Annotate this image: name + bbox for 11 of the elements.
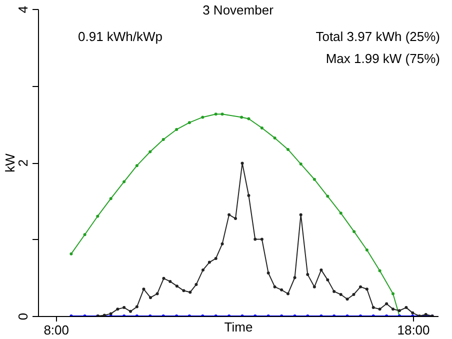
x-tick-label: 18:00 [397,322,430,338]
annotation: 0.91 kWh/kWp [78,29,163,44]
annotation: Max 1.99 kW (75%) [326,51,440,66]
y-tick-label: 2 [16,159,30,167]
x-axis-title: Time [224,320,253,334]
y-tick-label: 4 [16,6,30,14]
x-tick-label: 8:00 [44,322,70,338]
y-tick-label: 0 [16,312,30,320]
annotation: Total 3.97 kWh (25%) [316,29,440,44]
y-axis-title: kW [2,152,18,172]
chart-title: 3 November [202,2,274,18]
